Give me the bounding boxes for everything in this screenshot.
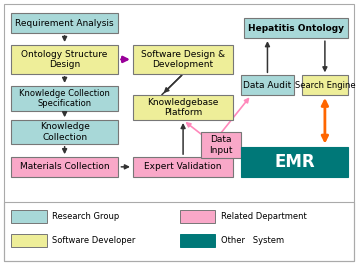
Text: Knowledgebase
Platform: Knowledgebase Platform bbox=[148, 98, 219, 117]
FancyBboxPatch shape bbox=[180, 210, 215, 223]
FancyBboxPatch shape bbox=[180, 234, 215, 247]
Text: Search Engine: Search Engine bbox=[295, 81, 355, 90]
FancyBboxPatch shape bbox=[241, 75, 294, 95]
Text: EMR: EMR bbox=[274, 153, 315, 171]
FancyBboxPatch shape bbox=[133, 157, 233, 177]
Text: Knowledge
Collection: Knowledge Collection bbox=[40, 122, 89, 142]
Text: Research Group: Research Group bbox=[52, 212, 119, 221]
Text: Related Department: Related Department bbox=[221, 212, 307, 221]
FancyBboxPatch shape bbox=[11, 86, 118, 111]
Text: Data Audit: Data Audit bbox=[243, 81, 292, 90]
FancyBboxPatch shape bbox=[11, 234, 47, 247]
FancyBboxPatch shape bbox=[11, 157, 118, 177]
Text: Expert Validation: Expert Validation bbox=[144, 162, 222, 172]
FancyBboxPatch shape bbox=[302, 75, 348, 95]
FancyBboxPatch shape bbox=[133, 45, 233, 74]
FancyBboxPatch shape bbox=[201, 132, 241, 158]
Text: Data
Input: Data Input bbox=[209, 135, 233, 155]
Text: Hepatitis Ontology: Hepatitis Ontology bbox=[248, 24, 344, 33]
FancyBboxPatch shape bbox=[133, 95, 233, 120]
Text: Ontology Structure
Design: Ontology Structure Design bbox=[22, 50, 108, 69]
Text: Software Developer: Software Developer bbox=[52, 236, 135, 245]
Text: Materials Collection: Materials Collection bbox=[20, 162, 109, 172]
FancyBboxPatch shape bbox=[241, 147, 348, 177]
Text: Knowledge Collection
Specification: Knowledge Collection Specification bbox=[19, 89, 110, 108]
Text: Other   System: Other System bbox=[221, 236, 284, 245]
FancyBboxPatch shape bbox=[11, 120, 118, 144]
FancyBboxPatch shape bbox=[11, 45, 118, 74]
FancyBboxPatch shape bbox=[244, 18, 348, 38]
Text: Requirement Analysis: Requirement Analysis bbox=[15, 18, 114, 28]
FancyBboxPatch shape bbox=[11, 210, 47, 223]
FancyBboxPatch shape bbox=[11, 13, 118, 33]
Text: Software Design &
Development: Software Design & Development bbox=[141, 50, 225, 69]
